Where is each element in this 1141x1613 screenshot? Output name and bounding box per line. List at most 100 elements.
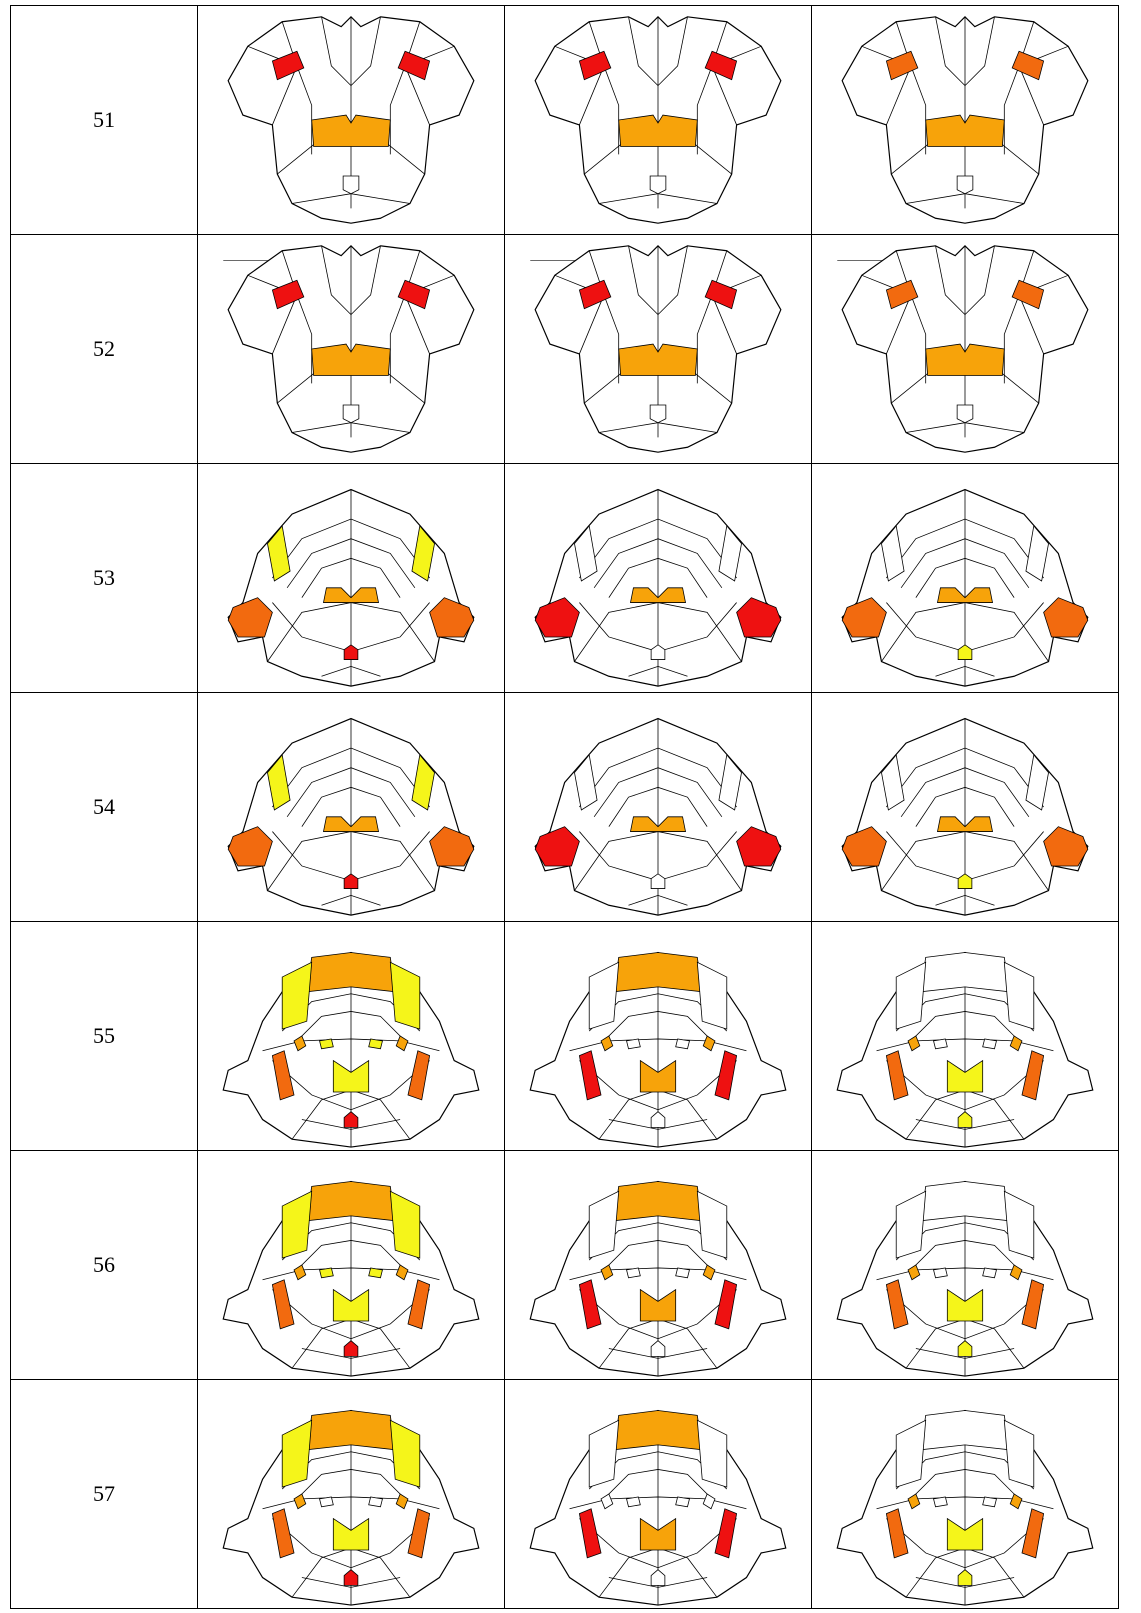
figure-drawing: [227, 488, 475, 687]
region: [267, 754, 291, 811]
region: [907, 1264, 921, 1281]
region: [639, 1288, 677, 1322]
region: [639, 1059, 677, 1093]
contour-line: [388, 373, 425, 404]
table-row: 57: [10, 1379, 1119, 1609]
region: [1025, 525, 1049, 582]
region: [271, 1050, 295, 1101]
region: [411, 754, 435, 811]
contour-line: [321, 895, 381, 906]
region: [407, 1508, 431, 1559]
row-label: 57: [10, 1379, 198, 1609]
region: [588, 1190, 620, 1259]
contour-line: [321, 16, 381, 87]
region: [534, 597, 580, 638]
region: [956, 404, 974, 424]
region: [395, 1264, 409, 1281]
contour-line: [891, 144, 928, 175]
contour-line: [886, 518, 1044, 579]
contour-line: [272, 1518, 430, 1569]
contour-line: [935, 245, 995, 316]
region: [1003, 1190, 1035, 1259]
contour-line: [301, 1348, 401, 1359]
image-cell: [504, 234, 812, 464]
region: [626, 1267, 641, 1279]
region: [368, 1267, 383, 1279]
region: [649, 175, 667, 195]
region: [650, 873, 666, 889]
region: [702, 1493, 716, 1510]
row-label: 54: [10, 692, 198, 922]
figure-drawing: [841, 488, 1089, 687]
contour-line: [608, 1348, 708, 1359]
table-row: 56: [10, 1150, 1119, 1380]
contour-line: [296, 1240, 406, 1271]
region: [630, 587, 686, 603]
contour-line: [262, 1496, 440, 1510]
region: [957, 873, 973, 889]
region: [920, 1181, 1010, 1222]
region: [271, 50, 305, 81]
figure-drawing: [534, 488, 782, 687]
region: [618, 343, 698, 376]
region: [885, 1050, 909, 1101]
image-cell: [197, 1150, 505, 1380]
contour-line: [301, 786, 401, 827]
region: [271, 279, 305, 310]
image-cell: [504, 463, 812, 693]
contour-line: [910, 1240, 1020, 1271]
contour-line: [569, 1267, 747, 1281]
region: [1003, 1419, 1035, 1488]
contour-line: [915, 557, 1015, 598]
image-cell: [197, 234, 505, 464]
region: [920, 952, 1010, 993]
region: [626, 1496, 641, 1508]
region: [714, 1279, 738, 1330]
region: [306, 952, 396, 993]
region: [702, 1264, 716, 1281]
contour-line: [1002, 144, 1039, 175]
contour-line: [603, 1469, 713, 1500]
figure-drawing: [534, 717, 782, 916]
region: [574, 754, 598, 811]
contour-line: [277, 373, 314, 404]
contour-line: [861, 45, 927, 155]
region: [1009, 1264, 1023, 1281]
row-label: 51: [10, 5, 198, 235]
region: [293, 1035, 307, 1052]
contour-line: [593, 767, 723, 818]
region: [982, 1496, 997, 1508]
image-cell: [504, 5, 812, 235]
contour-line: [247, 274, 313, 384]
region: [736, 826, 782, 867]
region: [343, 1569, 359, 1586]
contour-line: [286, 767, 416, 818]
contour-line: [389, 45, 455, 155]
contour-line: [584, 144, 621, 175]
region: [306, 1410, 396, 1451]
region: [332, 1288, 370, 1322]
region: [395, 1493, 409, 1510]
region: [319, 1267, 334, 1279]
contour-line: [554, 45, 620, 155]
contour-line: [579, 518, 737, 579]
contour-line: [910, 1011, 1020, 1042]
region: [271, 1279, 295, 1330]
figure-drawing: [222, 951, 480, 1148]
figure-drawing: [841, 717, 1089, 916]
region: [933, 1038, 948, 1050]
region: [368, 1496, 383, 1508]
contour-line: [1003, 274, 1069, 384]
region: [343, 644, 359, 660]
region: [407, 1050, 431, 1101]
region: [1003, 961, 1035, 1030]
figure-drawing: [841, 15, 1089, 224]
contour-line: [584, 373, 621, 404]
region: [342, 404, 360, 424]
region: [841, 826, 887, 867]
contour-line: [915, 786, 1015, 827]
contour-line: [695, 373, 732, 404]
region: [1043, 826, 1089, 867]
region: [429, 597, 475, 638]
image-cell: [811, 5, 1119, 235]
